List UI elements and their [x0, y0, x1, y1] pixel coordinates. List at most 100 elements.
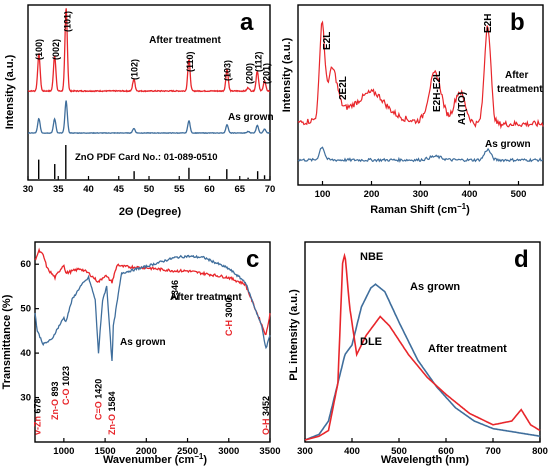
panel-c-series [34, 247, 271, 362]
band-name: C-O [61, 386, 71, 405]
panel-d-after-label: After treatment [428, 343, 507, 355]
panel-a-grown-label: As grown [228, 112, 274, 123]
panel-d-xticks: 300 400 500 600 700 800 [297, 438, 548, 457]
hkl-label: (100) [34, 39, 44, 60]
panel-c-xticks: 1000 1500 2000 2500 3000 3500 [53, 438, 281, 457]
after-treatment-line [297, 20, 544, 130]
panel-b-series [297, 20, 544, 163]
hkl-label: (002) [51, 39, 61, 60]
x-tick-label: 1500 [95, 446, 116, 457]
x-tick-label: 3000 [218, 446, 239, 457]
panel-b-ylabel: Intensity (a.u.) [281, 37, 293, 112]
band-label: v-Zn 678 [32, 398, 42, 435]
band-label: C=O 1420 [94, 379, 104, 420]
x-tick-label: 300 [297, 446, 313, 457]
band-name: C=O [94, 399, 104, 420]
x-tick-label: 55 [174, 184, 185, 195]
as-grown-line [28, 100, 271, 135]
panel-c-ylabel: Transmittance (%) [1, 294, 13, 389]
x-tick-label: 3500 [259, 446, 280, 457]
band-value: 1420 [94, 379, 104, 399]
x-tick-label: 500 [511, 189, 527, 200]
panel-d-nbe-label: NBE [360, 251, 383, 263]
panel-b-after-label-1: After [505, 70, 528, 81]
band-name: Zn-O [50, 397, 60, 421]
panel-b-a1-label: A1(TO) [457, 92, 468, 125]
after-treatment-line [304, 252, 541, 441]
as-grown-line [304, 283, 541, 441]
band-value: 2346 [170, 280, 180, 300]
panel-a-xticks: 30 35 40 45 50 55 60 65 70 [23, 176, 276, 195]
x-tick-label: 70 [265, 184, 276, 195]
band-label: Zn-O 893 [50, 381, 60, 420]
x-tick-label: 60 [204, 184, 215, 195]
panel-d-letter: d [514, 246, 529, 273]
panel-b-e2h-label: E2H [483, 14, 494, 33]
panel-c-letter: c [246, 246, 259, 273]
hkl-label: (112) [254, 51, 264, 72]
panel-a-xlabel: 2Θ (Degree) [119, 206, 182, 218]
panel-c: 1000 1500 2000 2500 3000 3500 30 40 50 60 c Tran… [1, 241, 281, 466]
hkl-label: (101) [62, 11, 72, 32]
panel-a-pdf-label: ZnO PDF Card No.: 01-089-0510 [75, 152, 218, 163]
x-tick-label: 800 [532, 446, 548, 457]
panel-b-xlabel: Raman Shift (cm−1) [370, 202, 470, 216]
as-grown-line [297, 146, 544, 163]
panel-b-2e2l-label: 2E2L [338, 76, 349, 100]
band-name: C-H [224, 318, 234, 337]
band-label: C-O 1023 [61, 366, 71, 405]
band-value: 893 [50, 381, 60, 396]
panel-d-frame [304, 241, 541, 443]
x-tick-label: 700 [485, 446, 501, 457]
band-label: Zn-O 1584 [107, 391, 117, 435]
after-treatment-line [34, 247, 271, 336]
panel-c-grown-label: As grown [120, 337, 166, 348]
panel-a-letter: a [240, 9, 254, 36]
after-treatment-line [27, 8, 271, 93]
panel-b-grown-label: As grown [485, 139, 531, 150]
x-tick-label: 400 [344, 446, 360, 457]
x-tick-label: 1000 [53, 446, 74, 457]
panel-a-series [27, 8, 271, 179]
panel-d: 300 400 500 600 700 800 d PL intensity (a.u.)… [288, 241, 548, 466]
panel-b-letter: b [510, 9, 525, 36]
band-value: 3452 [261, 396, 271, 416]
y-tick-label: 30 [20, 393, 31, 404]
panel-d-dle-label: DLE [360, 336, 382, 348]
x-tick-label: 600 [438, 446, 454, 457]
panel-a: 30 35 40 45 50 55 60 65 70 a Intensity (a.u.) 2Θ… [4, 4, 276, 218]
band-name: v-Zn [32, 414, 42, 436]
panel-b-e2l-label: E2L [322, 32, 333, 50]
band-label: O-H 3452 [261, 396, 271, 435]
panel-c-xlabel: Wavenumber (cm−1) [103, 452, 207, 466]
band-name: Zn-O [107, 412, 117, 436]
band-value: 1584 [107, 391, 117, 411]
panel-c-yticks: 30 40 50 60 [20, 259, 39, 404]
band-value: 3000 [224, 297, 234, 317]
band-label: C-H 3000 [224, 297, 234, 336]
panel-b-xticks: 100 200 300 400 500 [315, 181, 527, 200]
x-tick-label: 400 [462, 189, 478, 200]
hkl-label: (200) [244, 63, 254, 84]
hkl-label: (110) [185, 51, 195, 72]
as-grown-line [34, 254, 271, 362]
x-tick-label: 2500 [177, 446, 198, 457]
y-tick-label: 40 [20, 348, 31, 359]
x-tick-label: 300 [413, 189, 429, 200]
panel-a-after-label: After treatment [149, 35, 221, 46]
x-tick-label: 45 [113, 184, 124, 195]
panel-d-grown-label: As grown [410, 281, 460, 293]
band-value: 1023 [61, 366, 71, 386]
hkl-label: (201) [261, 63, 271, 84]
panel-c-frame [34, 241, 271, 443]
hkl-label: (102) [130, 59, 140, 80]
y-tick-label: 60 [20, 259, 31, 270]
band-value: 678 [32, 398, 42, 413]
panel-a-hkl-labels: (100) (002)(101) (102) (110) (103) (200)(112)… [34, 11, 271, 84]
panel-b: 100 200 300 400 500 b Intensity (a.u.) Raman… [281, 4, 544, 216]
panel-d-ylabel: PL intensity (a.u.) [288, 289, 300, 381]
panel-b-frame [297, 4, 544, 186]
x-tick-label: 2000 [136, 446, 157, 457]
x-tick-label: 100 [315, 189, 331, 200]
